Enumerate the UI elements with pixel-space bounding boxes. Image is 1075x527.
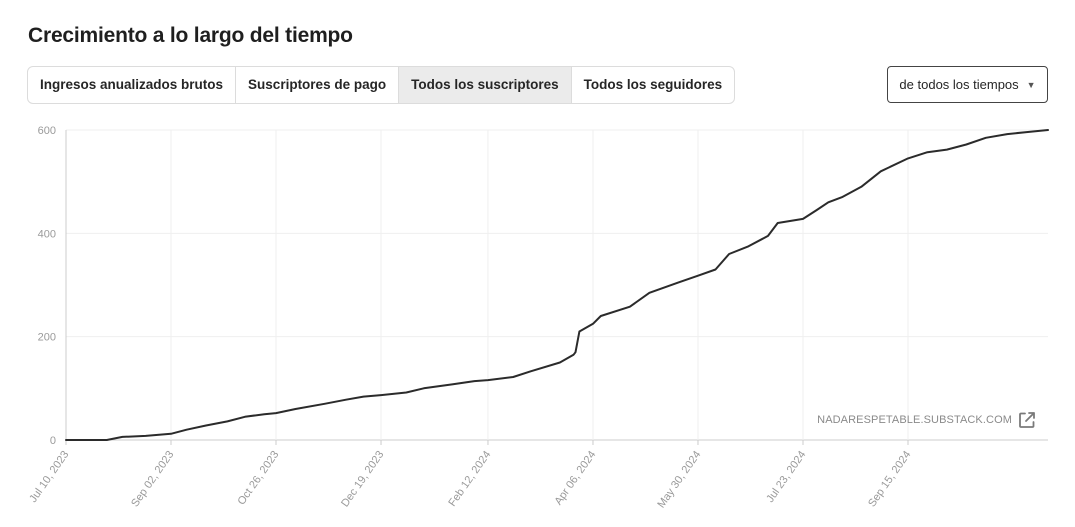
x-tick-label: Dec 19, 2023 [339, 449, 386, 509]
metric-tabs: Ingresos anualizados brutos Suscriptores… [27, 66, 736, 104]
y-tick-label: 0 [50, 435, 56, 447]
x-tick-label: Jul 23, 2024 [764, 449, 808, 505]
tab-all-subscribers[interactable]: Todos los suscriptores [399, 67, 572, 103]
x-tick-label: May 30, 2024 [655, 449, 703, 510]
x-tick-label: Sep 15, 2024 [866, 449, 913, 509]
x-tick-label: Feb 12, 2024 [446, 449, 493, 509]
time-range-value: de todos los tiempos [899, 77, 1019, 92]
page-title: Crecimiento a lo largo del tiempo [28, 24, 353, 47]
x-tick-label: Jul 10, 2023 [27, 449, 71, 505]
y-tick-label: 600 [38, 125, 56, 137]
y-tick-label: 200 [38, 332, 56, 344]
y-tick-label: 400 [38, 228, 56, 240]
caret-down-icon: ▼ [1026, 79, 1036, 90]
external-link-icon [1018, 411, 1036, 429]
x-tick-label: Apr 06, 2024 [552, 449, 598, 507]
x-tick-label: Oct 26, 2023 [236, 449, 282, 507]
tab-paid-subscribers[interactable]: Suscriptores de pago [236, 67, 400, 103]
tab-all-followers[interactable]: Todos los seguidores [583, 77, 723, 92]
subscribers-series-line [65, 129, 1049, 441]
time-range-select[interactable]: de todos los tiempos ▼ [887, 66, 1048, 103]
x-tick-label: Sep 02, 2023 [129, 449, 176, 509]
tab-gross-annualized-revenue[interactable]: Ingresos anualizados brutos [28, 67, 237, 103]
publication-url: NADARESPETABLE.SUBSTACK.COM [817, 414, 1012, 426]
publication-link[interactable]: NADARESPETABLE.SUBSTACK.COM [817, 410, 1036, 430]
